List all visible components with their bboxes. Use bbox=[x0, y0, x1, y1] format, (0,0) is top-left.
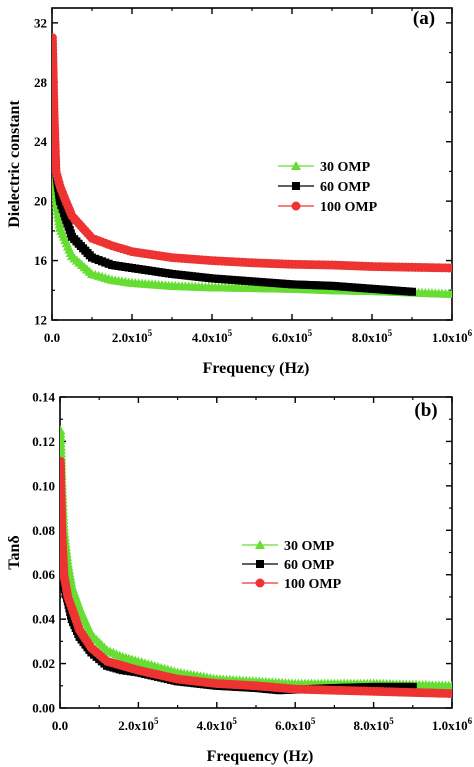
x-axis-title: Frequency (Hz) bbox=[207, 748, 314, 765]
y-tick-label: 24 bbox=[34, 134, 48, 149]
legend-marker bbox=[291, 161, 301, 170]
legend-label: 100 OMP bbox=[320, 200, 378, 215]
legend-marker bbox=[255, 578, 265, 588]
x-tick-label: 4.0x105 bbox=[197, 716, 238, 733]
y-tick-label: 0.00 bbox=[32, 701, 55, 716]
x-tick-label: 4.0x105 bbox=[192, 328, 233, 345]
y-tick-label: 0.10 bbox=[32, 478, 55, 493]
series-100-omp bbox=[60, 456, 452, 699]
data-point bbox=[447, 680, 452, 690]
data-point bbox=[447, 263, 452, 273]
y-axis-title: Tanδ bbox=[6, 535, 23, 569]
y-tick-label: 0.06 bbox=[32, 567, 55, 582]
x-tick-label: 8.0x105 bbox=[353, 716, 394, 733]
data-point bbox=[447, 689, 452, 699]
y-tick-label: 0.02 bbox=[32, 656, 55, 671]
legend-marker bbox=[255, 540, 265, 549]
series-line bbox=[60, 430, 452, 687]
series-30-omp bbox=[60, 425, 452, 690]
y-tick-label: 12 bbox=[34, 313, 47, 328]
data-point bbox=[447, 289, 452, 298]
data-point bbox=[408, 682, 417, 691]
data-point bbox=[408, 287, 416, 296]
x-tick-label: 1.0x106 bbox=[432, 716, 473, 733]
plot-frame bbox=[51, 7, 453, 321]
x-tick-label: 0.0 bbox=[52, 718, 68, 733]
x-axis-title: Frequency (Hz) bbox=[203, 360, 310, 377]
x-tick-label: 0.0 bbox=[44, 330, 60, 345]
y-tick-label: 0.04 bbox=[32, 612, 55, 627]
legend-marker bbox=[291, 201, 301, 211]
legend-label: 30 OMP bbox=[284, 539, 335, 554]
y-tick-label: 16 bbox=[34, 253, 48, 268]
legend-label: 30 OMP bbox=[320, 160, 371, 175]
panel-label: (a) bbox=[413, 8, 435, 29]
x-tick-label: 1.0x106 bbox=[432, 328, 473, 345]
legend-label: 60 OMP bbox=[284, 558, 335, 573]
y-tick-label: 28 bbox=[34, 75, 48, 90]
panel-b-tan-delta: 0.0 2.0x105 4.0x105 6.0x105 8.0x105 1.0x106 0.… bbox=[6, 390, 473, 766]
x-tick-label: 2.0x105 bbox=[118, 716, 159, 733]
x-tick-label: 8.0x105 bbox=[352, 328, 393, 345]
legend-marker bbox=[292, 182, 300, 190]
panel-label: (b) bbox=[414, 400, 437, 421]
y-tick-label: 0.08 bbox=[32, 523, 55, 538]
legend-label: 100 OMP bbox=[284, 577, 342, 592]
panel-a-dielectric-constant: 0.0 2.0x105 4.0x105 6.0x105 8.0x105 1.0x106 12… bbox=[6, 7, 473, 377]
y-tick-label: 0.12 bbox=[32, 434, 55, 449]
series-line bbox=[52, 37, 452, 269]
y-tick-label: 20 bbox=[34, 194, 47, 209]
x-tick-label: 2.0x105 bbox=[112, 328, 153, 345]
x-tick-label: 6.0x105 bbox=[272, 328, 313, 345]
series-100-omp bbox=[52, 33, 452, 273]
y-tick-label: 0.14 bbox=[32, 390, 55, 405]
x-tick-label: 6.0x105 bbox=[275, 716, 316, 733]
y-axis-title: Dielectric constant bbox=[6, 100, 23, 228]
legend-marker bbox=[256, 560, 264, 568]
legend-label: 60 OMP bbox=[320, 180, 371, 195]
series-60-omp bbox=[60, 515, 417, 695]
y-tick-label: 32 bbox=[34, 15, 47, 30]
